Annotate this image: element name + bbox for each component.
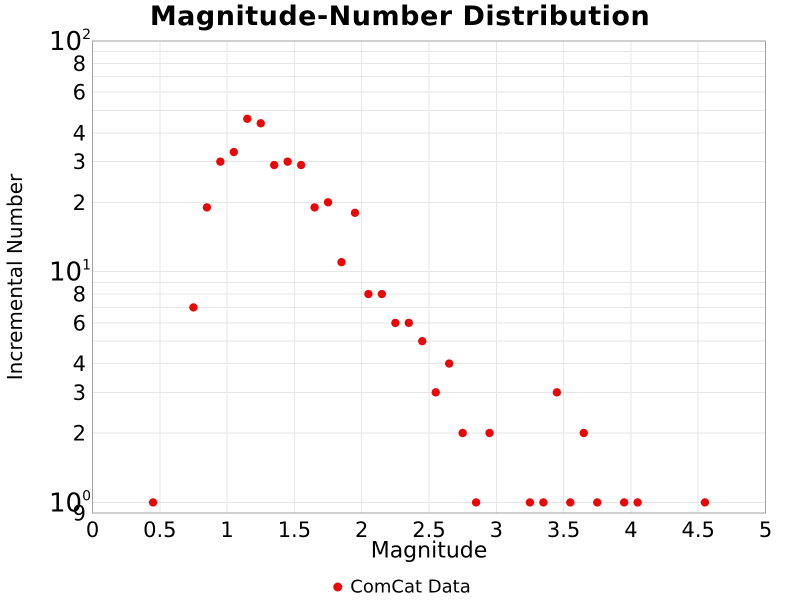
data-point	[216, 157, 225, 166]
data-point	[418, 336, 427, 346]
data-point	[310, 203, 319, 212]
data-point	[256, 119, 265, 128]
y-major-tick-label: 102	[49, 27, 91, 57]
data-point	[471, 498, 481, 507]
y-minor-tick-label: 6	[73, 311, 86, 335]
y-minor-tick-label: 3	[73, 150, 86, 174]
data-point	[189, 303, 198, 312]
x-tick-label: 1.5	[278, 518, 311, 542]
legend[interactable]: ComCat Data	[333, 576, 471, 598]
y-minor-tick-label: 4	[73, 352, 86, 376]
y-major-tick-label: 101	[49, 258, 91, 288]
data-point	[296, 160, 306, 170]
data-point	[243, 114, 252, 124]
data-point	[364, 289, 373, 299]
y-major-tick-label: 100	[49, 488, 91, 518]
y-minor-tick-label: 9	[73, 502, 86, 526]
data-point	[404, 318, 414, 328]
data-point	[229, 147, 239, 157]
data-point	[148, 498, 158, 507]
data-point	[323, 198, 333, 207]
y-minor-tick-label: 8	[73, 52, 86, 76]
data-point	[337, 257, 346, 267]
y-minor-tick-label: 3	[73, 381, 86, 405]
data-point	[525, 498, 535, 507]
data-point	[458, 428, 467, 438]
data-point	[552, 388, 562, 397]
data-point	[391, 318, 400, 328]
x-tick-label: 2.5	[412, 518, 445, 542]
data-point	[566, 498, 575, 507]
y-minor-tick-label: 2	[73, 191, 86, 215]
x-tick-label: 2	[355, 518, 368, 542]
data-point	[202, 203, 212, 212]
x-tick-label: 4.5	[681, 518, 714, 542]
chart-title: Magnitude-Number Distribution	[149, 1, 651, 32]
data-point	[270, 160, 279, 170]
x-tick-label: 5	[759, 518, 772, 542]
data-point	[633, 498, 642, 507]
data-point	[579, 428, 588, 438]
data-point	[700, 498, 710, 507]
x-tick-label: 3.5	[547, 518, 580, 542]
x-tick-label: 4	[624, 518, 637, 542]
y-axis-label: Incremental Number	[3, 173, 27, 381]
data-point	[593, 498, 602, 507]
y-minor-tick-label: 4	[73, 121, 86, 145]
data-point	[485, 428, 494, 438]
legend-marker-icon	[333, 582, 343, 592]
data-point	[377, 289, 387, 299]
data-point	[283, 157, 292, 166]
x-tick-label: 1	[220, 518, 233, 542]
y-minor-tick-label: 2	[73, 421, 86, 445]
x-tick-label: 3	[490, 518, 503, 542]
y-minor-tick-label: 8	[73, 283, 86, 307]
x-axis-label: Magnitude	[370, 538, 488, 564]
x-tick-label: 0	[86, 518, 99, 542]
data-point	[619, 498, 629, 507]
plot-border	[91, 40, 767, 514]
data-point	[444, 359, 454, 368]
x-tick-label: 0.5	[143, 518, 176, 542]
data-point	[350, 208, 360, 218]
legend-entry-label: ComCat Data	[350, 576, 471, 598]
data-point	[431, 388, 440, 397]
y-minor-tick-label: 6	[73, 81, 86, 105]
data-point	[539, 498, 548, 507]
